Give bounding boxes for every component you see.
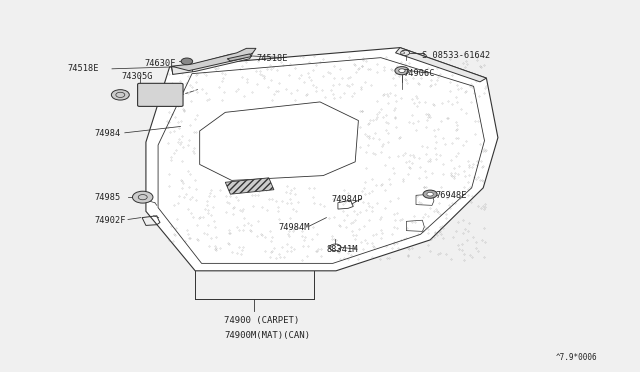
Text: 74984: 74984 [95,129,121,138]
Polygon shape [146,48,498,271]
Text: 74630F: 74630F [144,59,175,68]
Text: ^7.9*0006: ^7.9*0006 [556,353,597,362]
Polygon shape [225,178,274,194]
Text: 88341M: 88341M [326,246,358,254]
Text: 76948E: 76948E [435,191,467,200]
Text: 74984M: 74984M [278,223,310,232]
Text: S: S [401,50,405,55]
Text: 74985: 74985 [95,193,121,202]
Polygon shape [172,48,256,71]
Circle shape [111,90,129,100]
Text: 74902F: 74902F [95,216,126,225]
FancyBboxPatch shape [138,83,183,106]
Text: S 08533-61642: S 08533-61642 [422,51,491,60]
Text: 74518E: 74518E [67,64,99,73]
Circle shape [132,191,153,203]
Polygon shape [396,48,486,82]
Polygon shape [172,53,253,74]
Polygon shape [227,54,252,61]
Circle shape [423,190,437,198]
Text: 74906C: 74906C [403,69,435,78]
Text: 74984P: 74984P [332,195,363,203]
Text: 74518E: 74518E [256,54,287,63]
Text: 74305G: 74305G [122,72,153,81]
Circle shape [427,192,433,196]
Text: 74900 (CARPET): 74900 (CARPET) [224,316,300,325]
Circle shape [181,58,193,65]
Text: 74900M(MAT)(CAN): 74900M(MAT)(CAN) [224,331,310,340]
Circle shape [399,69,405,73]
Circle shape [395,67,409,75]
